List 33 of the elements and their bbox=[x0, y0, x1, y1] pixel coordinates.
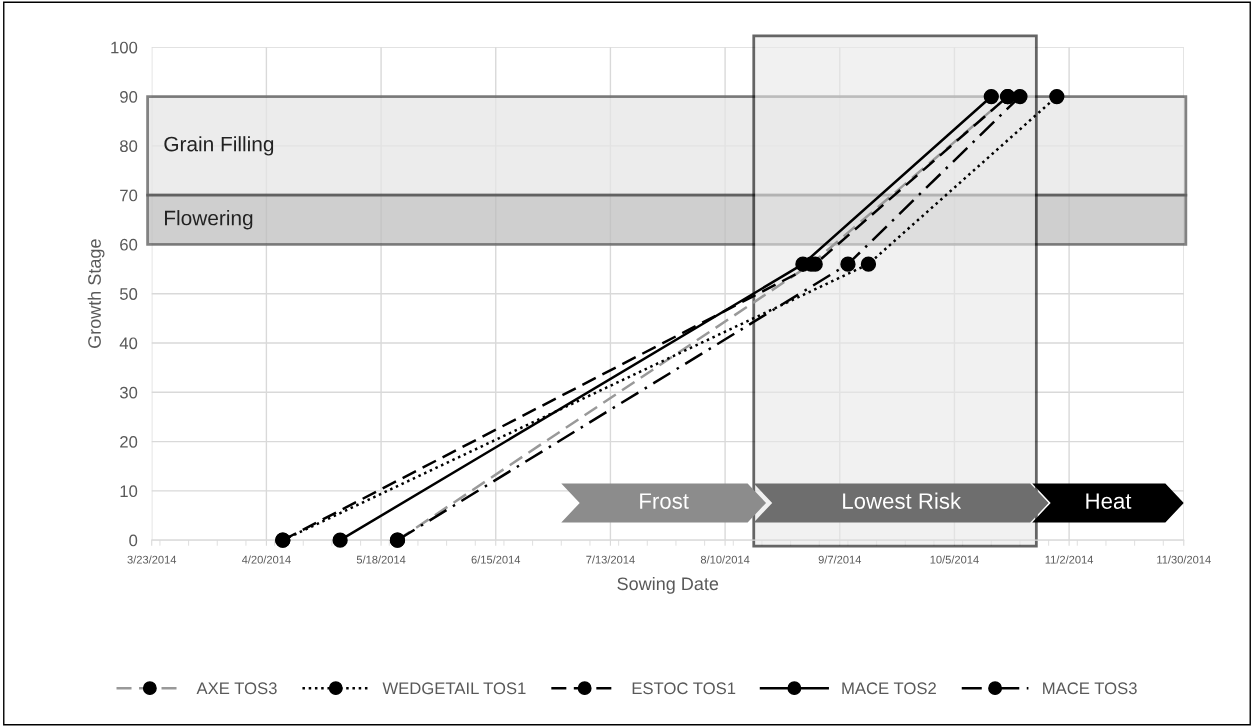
band-label: Flowering bbox=[165, 210, 253, 230]
y-tick-label: 90 bbox=[120, 90, 138, 103]
x-tick-label: 7/13/2014 bbox=[586, 555, 635, 564]
x-tick-label: 11/30/2014 bbox=[1157, 555, 1211, 564]
legend-label: AXE TOS3 bbox=[196, 682, 277, 695]
x-tick-label: 6/15/2014 bbox=[471, 555, 521, 564]
band-label: Lowest Risk bbox=[843, 492, 962, 509]
band-label: Frost bbox=[640, 493, 689, 509]
band-label: Grain Filling bbox=[164, 136, 274, 156]
y-axis-title: Growth Stage bbox=[87, 239, 105, 348]
y-tick-label: 50 bbox=[119, 288, 138, 300]
x-tick-label: 11/2/2014 bbox=[1045, 555, 1094, 564]
y-tick-label: 30 bbox=[119, 386, 138, 399]
x-tick-label: 5/18/2014 bbox=[356, 555, 406, 564]
y-tick-label: 40 bbox=[119, 337, 138, 350]
x-axis-title: Sowing Date bbox=[617, 576, 719, 594]
x-tick-label: 3/23/2014 bbox=[127, 555, 177, 564]
x-tick-label: 4/20/2014 bbox=[241, 555, 291, 564]
y-tick-label: 100 bbox=[111, 41, 138, 54]
legend-label: ESTOC TOS1 bbox=[632, 682, 736, 695]
y-tick-label: 60 bbox=[120, 238, 138, 251]
x-tick-label: 9/7/2014 bbox=[818, 555, 862, 564]
y-tick-label: 20 bbox=[120, 435, 138, 448]
y-tick-label: 10 bbox=[120, 485, 138, 498]
x-tick-label: 8/10/2014 bbox=[700, 555, 750, 564]
legend-label: MACE TOS3 bbox=[1043, 682, 1137, 695]
legend-label: WEDGETAIL TOS1 bbox=[382, 682, 526, 695]
y-tick-label: 80 bbox=[120, 140, 138, 153]
y-tick-label: 0 bbox=[129, 534, 138, 547]
band-label: Heat bbox=[1086, 493, 1132, 509]
y-tick-label: 70 bbox=[120, 189, 138, 202]
x-tick-label: 10/5/2014 bbox=[930, 555, 979, 564]
legend-label: MACE TOS2 bbox=[842, 682, 936, 695]
